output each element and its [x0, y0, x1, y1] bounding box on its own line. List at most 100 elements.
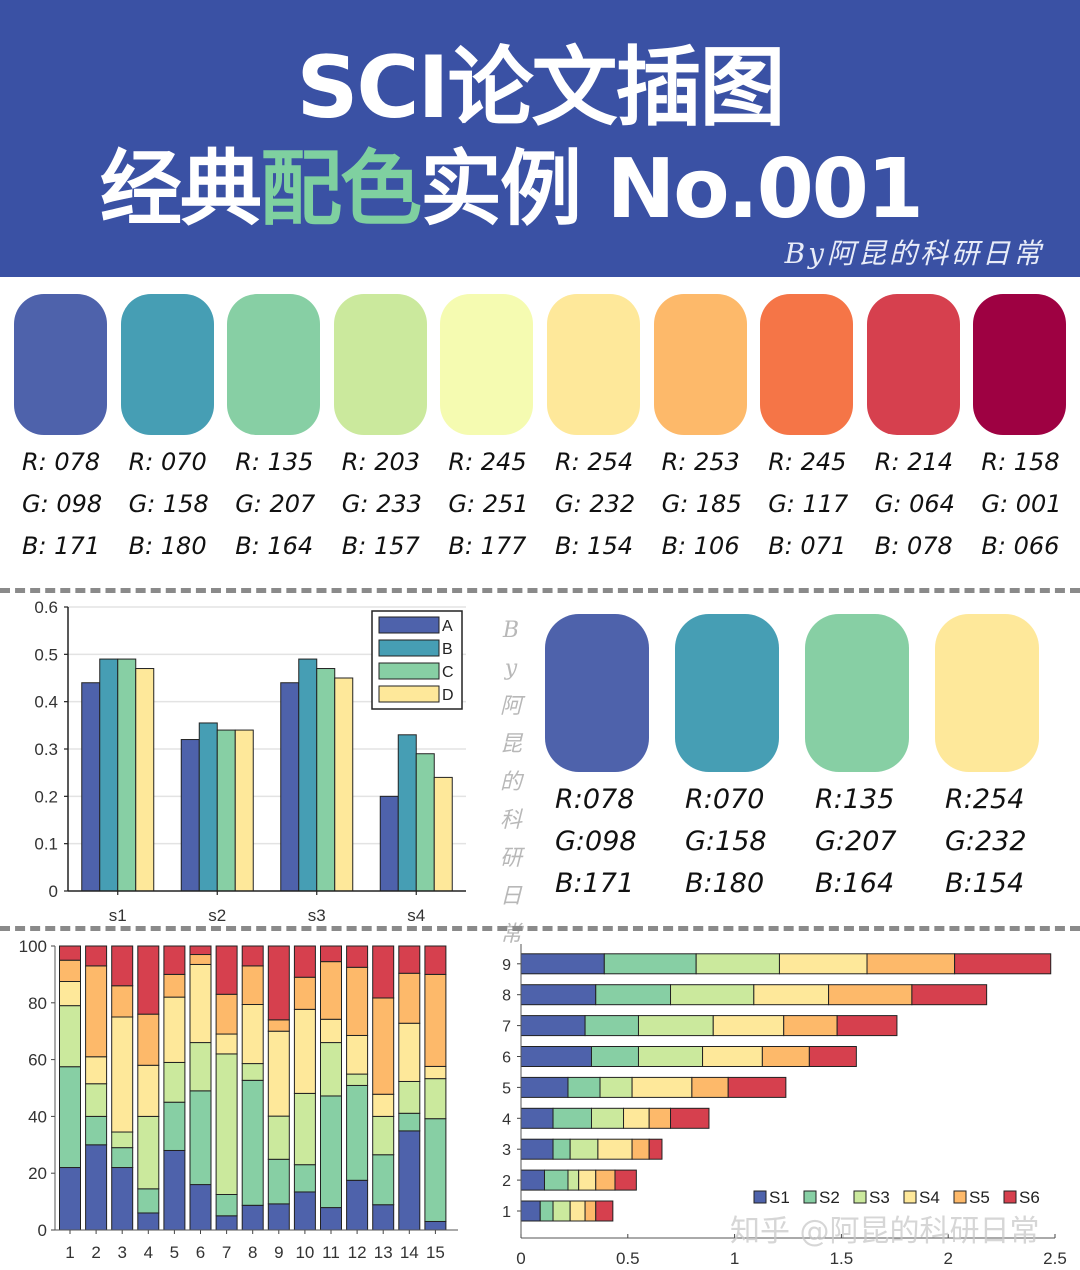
rgb-g-value: G: 098 — [22, 490, 103, 518]
svg-text:100: 100 — [19, 937, 47, 956]
svg-text:5: 5 — [502, 1080, 511, 1097]
svg-text:0: 0 — [516, 1249, 525, 1268]
svg-text:s3: s3 — [308, 906, 326, 924]
svg-text:S3: S3 — [869, 1188, 890, 1207]
color-swatch — [547, 294, 640, 435]
svg-text:S4: S4 — [919, 1188, 940, 1207]
rgb-b-value: B: 177 — [448, 532, 527, 560]
rgb-r-value: R:254 — [945, 784, 1025, 815]
rgb-r-value: R: 245 — [768, 448, 847, 476]
watermark-char: 的 — [499, 770, 522, 795]
rgb-r-value: R: 214 — [874, 448, 953, 476]
header-banner: SCI论文插图 经典配色实例 No.001 By阿昆的科研日常 — [0, 0, 1080, 277]
watermark-char: 昆 — [499, 732, 522, 757]
svg-text:15: 15 — [426, 1243, 445, 1262]
dashed-divider — [0, 588, 1080, 593]
rgb-r-value: R: 253 — [661, 448, 740, 476]
svg-text:2: 2 — [91, 1243, 100, 1262]
svg-text:S1: S1 — [769, 1188, 790, 1207]
svg-text:11: 11 — [322, 1243, 340, 1262]
color-swatch — [935, 614, 1039, 772]
svg-text:10: 10 — [295, 1243, 314, 1262]
color-swatch — [440, 294, 534, 435]
svg-text:20: 20 — [28, 1164, 47, 1183]
watermark-char: 研 — [499, 846, 522, 871]
horizontal-stacked-bar-chart: 1 2 3 4 5 6 7 8 9 0 0.5 1 1.5 2 2.5 S1 S2 S3 S4 S5 S6 — [502, 944, 1067, 1268]
color-swatch — [545, 614, 649, 772]
watermark-char: 日 — [499, 884, 522, 909]
svg-text:C: C — [442, 664, 454, 681]
svg-text:1: 1 — [502, 1204, 511, 1221]
svg-text:8: 8 — [502, 988, 511, 1005]
subtitle-pre: 经典 — [100, 142, 262, 237]
rgb-b-value: B:164 — [815, 868, 895, 899]
svg-text:B: B — [442, 641, 453, 658]
svg-text:2: 2 — [943, 1249, 952, 1268]
rgb-g-value: G: 001 — [981, 490, 1062, 518]
svg-text:3: 3 — [117, 1243, 126, 1262]
svg-text:5: 5 — [170, 1243, 179, 1262]
svg-text:2: 2 — [502, 1173, 511, 1190]
color-swatch — [805, 614, 909, 772]
svg-text:0.5: 0.5 — [616, 1249, 640, 1268]
svg-text:1.5: 1.5 — [830, 1249, 854, 1268]
svg-text:13: 13 — [374, 1243, 393, 1262]
rgb-r-value: R:070 — [685, 784, 765, 815]
rgb-g-value: G: 233 — [341, 490, 422, 518]
rgb-b-value: B: 071 — [768, 532, 847, 560]
color-swatch — [653, 294, 747, 435]
rgb-b-value: B: 066 — [981, 532, 1060, 560]
subtitle-post: 实例 No.001 — [420, 142, 924, 237]
svg-text:0.4: 0.4 — [34, 693, 58, 712]
rgb-g-value: G:158 — [685, 826, 767, 857]
svg-text:S5: S5 — [969, 1188, 990, 1207]
svg-text:40: 40 — [28, 1107, 47, 1126]
svg-text:7: 7 — [502, 1019, 511, 1036]
rgb-g-value: G:207 — [815, 826, 897, 857]
color-swatch — [675, 614, 779, 772]
color-swatch — [120, 294, 214, 435]
rgb-r-value: R: 245 — [448, 448, 527, 476]
svg-text:0.3: 0.3 — [34, 740, 58, 759]
svg-text:80: 80 — [28, 994, 47, 1013]
rgb-g-value: G: 185 — [661, 490, 742, 518]
subtitle-highlight: 配色 — [260, 142, 422, 237]
svg-text:7: 7 — [222, 1243, 231, 1262]
color-swatch — [973, 294, 1067, 435]
svg-text:A: A — [442, 618, 453, 635]
watermark-char: 阿 — [499, 694, 522, 719]
rgb-b-value: B:171 — [555, 868, 635, 899]
rgb-b-value: B: 078 — [874, 532, 953, 560]
color-swatch — [866, 294, 960, 435]
footer-watermark: 知乎 @阿昆的科研日常 — [730, 1214, 1040, 1249]
rgb-g-value: G: 158 — [128, 490, 209, 518]
watermark-char: 科 — [499, 808, 522, 833]
svg-text:14: 14 — [400, 1243, 419, 1262]
svg-text:6: 6 — [196, 1243, 205, 1262]
color-swatch — [760, 294, 854, 435]
svg-text:3: 3 — [502, 1142, 511, 1159]
rgb-r-value: R:078 — [555, 784, 635, 815]
rgb-r-value: R: 135 — [235, 448, 314, 476]
rgb-g-value: G: 064 — [874, 490, 955, 518]
rgb-b-value: B:154 — [945, 868, 1025, 899]
color-swatch — [333, 294, 427, 435]
rgb-g-value: G:098 — [555, 826, 637, 857]
svg-text:1: 1 — [65, 1243, 74, 1262]
svg-text:8: 8 — [248, 1243, 257, 1262]
svg-text:0: 0 — [38, 1221, 47, 1240]
watermark-char: B — [502, 618, 520, 643]
svg-text:0.1: 0.1 — [34, 835, 58, 854]
svg-text:s4: s4 — [407, 906, 425, 924]
watermark-char: y — [504, 656, 518, 681]
rgb-g-value: G: 207 — [235, 490, 316, 518]
svg-text:1: 1 — [730, 1249, 739, 1268]
svg-text:9: 9 — [274, 1243, 283, 1262]
rgb-r-value: R: 070 — [128, 448, 207, 476]
rgb-b-value: B: 164 — [235, 532, 314, 560]
svg-text:s1: s1 — [109, 906, 127, 924]
rgb-b-value: B:180 — [685, 868, 765, 899]
